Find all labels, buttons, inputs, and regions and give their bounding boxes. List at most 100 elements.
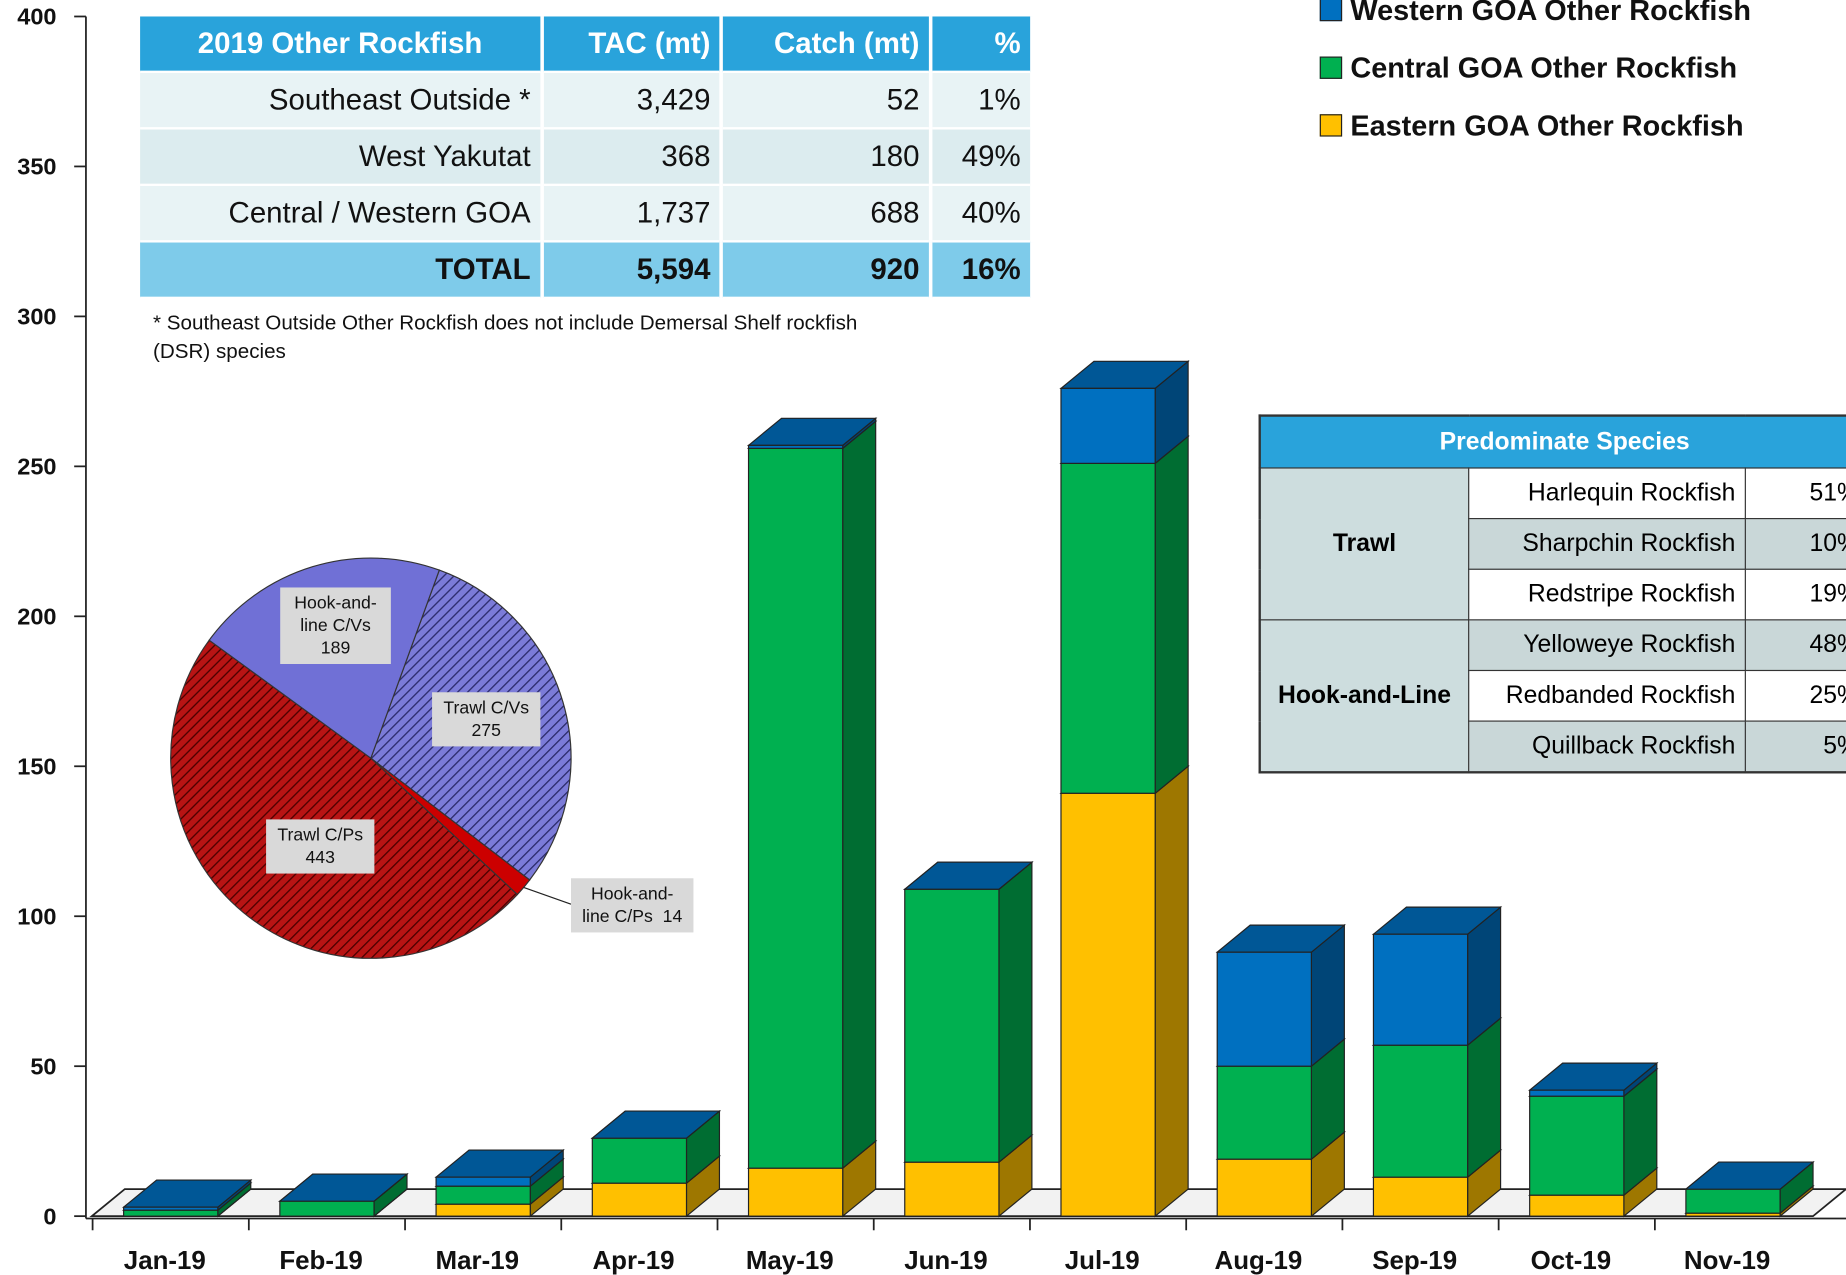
bar-segment bbox=[1059, 764, 1190, 1218]
footnote: * Southeast Outside Other Rockfish does … bbox=[153, 310, 858, 363]
table-row: Predominate Species bbox=[1259, 415, 1846, 469]
bar-front bbox=[1216, 951, 1312, 1067]
bar-front bbox=[1529, 1194, 1625, 1217]
table-cell: 2019 Other Rockfish bbox=[140, 16, 544, 73]
bar-segment bbox=[1371, 905, 1503, 1047]
bar-segment bbox=[1215, 923, 1347, 1068]
legend-label: Eastern GOA Other Rockfish bbox=[1350, 110, 1744, 143]
table-cell: 368 bbox=[541, 128, 724, 187]
pie-label-name: Trawl C/Vs bbox=[443, 698, 530, 719]
table-cell: 49% bbox=[930, 128, 1034, 187]
x-tick-label: Mar-19 bbox=[436, 1247, 519, 1275]
x-tick-label: Apr-19 bbox=[592, 1247, 674, 1275]
bar-segment bbox=[746, 417, 878, 450]
bar-front bbox=[904, 1161, 1000, 1217]
group-cell: Trawl bbox=[1259, 467, 1470, 621]
bar-front bbox=[591, 1182, 688, 1217]
bar-front bbox=[435, 1176, 531, 1187]
bar-front bbox=[279, 1200, 375, 1217]
bar-front bbox=[1372, 1176, 1469, 1217]
species-cell: Quillback Rockfish bbox=[1468, 720, 1746, 773]
legend-swatch bbox=[1319, 56, 1343, 79]
table-row: 2019 Other Rockfish TAC (mt) Catch (mt)% bbox=[140, 16, 1034, 73]
pie-label: Trawl C/Vs 275 bbox=[432, 692, 541, 747]
table-row: West Yakutat 368 180 49% bbox=[140, 128, 1034, 187]
percent-cell: 19% bbox=[1744, 568, 1846, 621]
bar-side bbox=[842, 420, 877, 1170]
bar-front bbox=[435, 1203, 531, 1217]
bar-front bbox=[904, 888, 1000, 1163]
pie-label-value: 189 bbox=[320, 638, 351, 659]
table-header: Predominate Species bbox=[1259, 415, 1846, 469]
pie-label-name: Hook-and-line C/Vs bbox=[294, 593, 377, 636]
bar-front bbox=[1529, 1095, 1625, 1196]
table-row: TOTAL 5,594 920 16% bbox=[140, 241, 1034, 300]
bar-front bbox=[1216, 1158, 1312, 1217]
bar-side bbox=[998, 860, 1033, 1164]
x-tick-label: Feb-19 bbox=[279, 1247, 362, 1275]
y-tick-label: 0 bbox=[43, 1203, 56, 1229]
bar-segment bbox=[903, 861, 1034, 890]
legend-entry: Central GOA Other Rockfish bbox=[1319, 52, 1738, 86]
species-table: Predominate Species Trawl Harlequin Rockfi… bbox=[1258, 414, 1846, 774]
bar-side bbox=[1154, 764, 1189, 1218]
table-cell: % bbox=[930, 16, 1034, 73]
percent-cell: 51% bbox=[1744, 467, 1846, 520]
bar-segment bbox=[121, 1178, 253, 1212]
x-tick-label: Jul-19 bbox=[1065, 1247, 1140, 1275]
bar-front bbox=[1372, 1044, 1469, 1178]
table-cell: 1% bbox=[930, 71, 1034, 130]
table-cell: 920 bbox=[721, 241, 933, 300]
percent-cell: 48% bbox=[1744, 619, 1846, 672]
bar-segment bbox=[434, 1148, 565, 1188]
pie-label: Hook-and-line C/Vs 189 bbox=[280, 587, 391, 664]
bar-top bbox=[903, 861, 1034, 890]
table-cell: TOTAL bbox=[140, 241, 544, 300]
legend-label: Central GOA Other Rockfish bbox=[1350, 52, 1738, 85]
table-cell: 5,594 bbox=[541, 241, 724, 300]
table-cell: 1,737 bbox=[541, 184, 724, 243]
y-tick-label: 200 bbox=[17, 604, 56, 630]
bar-front bbox=[1216, 1065, 1312, 1160]
pie-label: Trawl C/Ps 443 bbox=[266, 819, 375, 874]
y-tick-label: 100 bbox=[17, 903, 56, 929]
y-tick-label: 350 bbox=[17, 154, 56, 180]
bar-segment bbox=[1528, 1061, 1659, 1098]
bar-segment bbox=[1684, 1161, 1815, 1190]
pie-slice bbox=[170, 639, 519, 959]
bar-front bbox=[1372, 933, 1469, 1046]
y-tick-label: 50 bbox=[30, 1053, 56, 1079]
y-tick-label: 300 bbox=[17, 304, 56, 330]
bar-front bbox=[1685, 1188, 1781, 1214]
percent-cell: 10% bbox=[1744, 518, 1846, 570]
table-cell: 16% bbox=[930, 241, 1034, 300]
legend-swatch bbox=[1319, 114, 1343, 137]
legend-label: Western GOA Other Rockfish bbox=[1350, 0, 1752, 28]
table-cell: Southeast Outside * bbox=[140, 71, 544, 130]
bar-front bbox=[435, 1185, 531, 1205]
bar-front bbox=[747, 447, 844, 1169]
bar-top bbox=[278, 1173, 409, 1202]
pie-label-name: Hook-and-line C/Ps bbox=[582, 884, 674, 927]
pie-label-value: 275 bbox=[471, 720, 501, 741]
x-tick-label: Sep-19 bbox=[1372, 1247, 1457, 1275]
pie-label-value: 443 bbox=[305, 847, 335, 868]
table-cell: 52 bbox=[721, 71, 933, 130]
group-cell: Hook-and-Line bbox=[1259, 619, 1470, 773]
bar-segment bbox=[903, 860, 1034, 1164]
bar-segment bbox=[1059, 360, 1190, 465]
bar-front bbox=[1060, 462, 1156, 794]
legend-entry: Eastern GOA Other Rockfish bbox=[1319, 110, 1744, 144]
bar-front bbox=[123, 1206, 219, 1211]
species-cell: Harlequin Rockfish bbox=[1468, 467, 1746, 520]
table-cell: Central / Western GOA bbox=[140, 184, 544, 243]
bar-front bbox=[747, 1167, 844, 1217]
table-cell: 180 bbox=[721, 128, 933, 187]
pie-label-value: 14 bbox=[662, 906, 683, 927]
